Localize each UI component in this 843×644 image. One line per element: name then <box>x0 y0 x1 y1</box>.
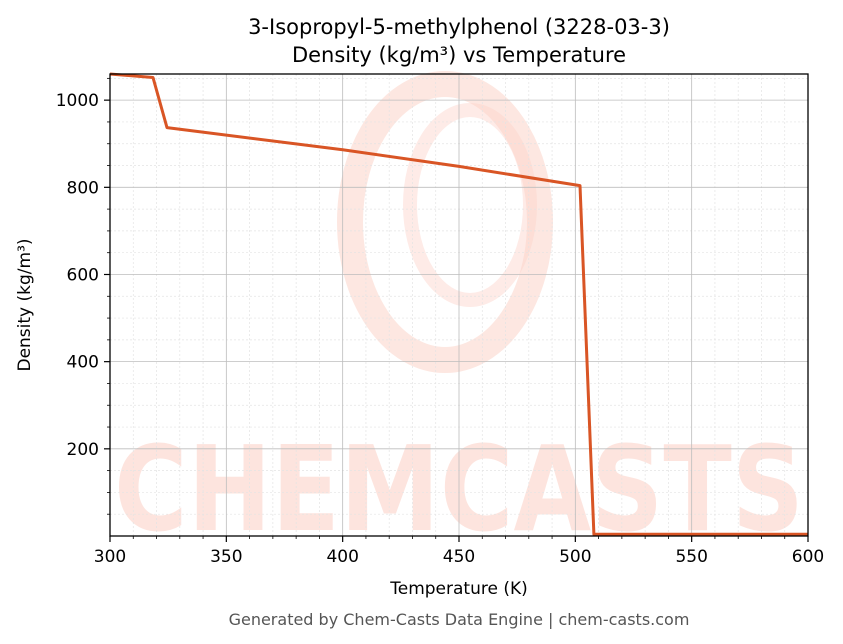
series-group <box>109 72 808 536</box>
y-axis: 200 400 600 800 1000 <box>56 77 110 515</box>
x-tick-label: 550 <box>675 547 707 567</box>
x-tick-label: 350 <box>210 547 242 567</box>
x-axis-label: Temperature (K) <box>389 579 528 599</box>
watermark-swirl-inner <box>403 103 537 307</box>
density-series-line <box>109 72 808 536</box>
y-tick-label: 600 <box>67 265 99 285</box>
x-tick-label: 600 <box>792 547 824 567</box>
y-tick-label: 1000 <box>56 91 99 111</box>
x-tick-label: 400 <box>326 547 358 567</box>
chart-title-line1: 3-Isopropyl-5-methylphenol (3228-03-3) <box>248 15 670 39</box>
watermark-swirl-outer <box>337 71 553 373</box>
x-tick-label: 500 <box>559 547 591 567</box>
y-axis-label: Density (kg/m³) <box>15 238 35 371</box>
y-tick-label: 200 <box>67 440 99 460</box>
y-tick-label: 400 <box>67 353 99 373</box>
x-axis: 300 350 400 450 500 550 600 <box>94 536 824 567</box>
x-tick-label: 450 <box>443 547 475 567</box>
footer-credit: Generated by Chem-Casts Data Engine | ch… <box>229 610 690 629</box>
x-tick-label: 300 <box>94 547 126 567</box>
plot-area: CHEMCASTS <box>109 71 809 558</box>
chart-title-line2: Density (kg/m³) vs Temperature <box>292 43 626 67</box>
y-tick-label: 800 <box>67 178 99 198</box>
